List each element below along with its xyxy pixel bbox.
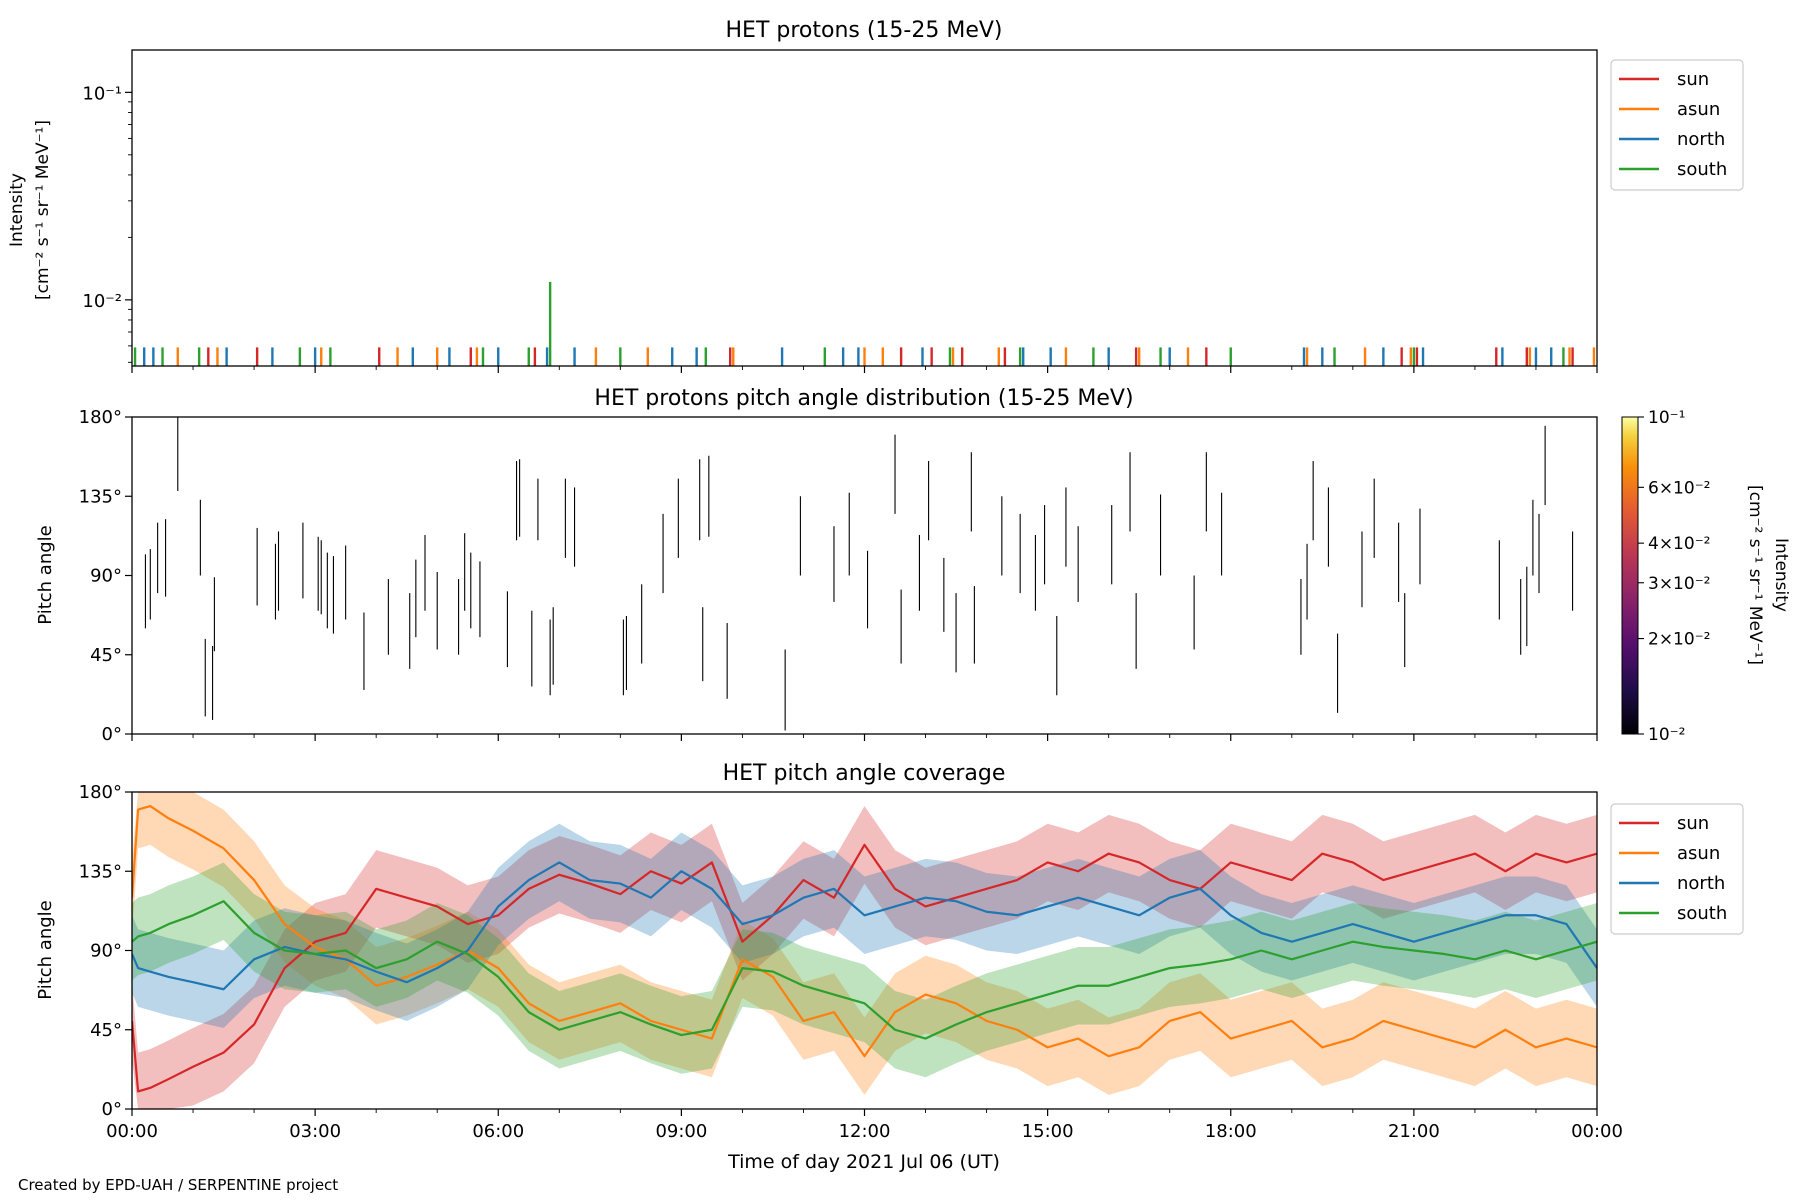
legend-label-south: south bbox=[1677, 903, 1727, 924]
panel-pad: HET protons pitch angle distribution (15… bbox=[35, 386, 1791, 745]
colorbar bbox=[1621, 416, 1639, 735]
x-tick-label: 03:00 bbox=[289, 1121, 341, 1142]
y-tick-label: 10⁻² bbox=[82, 291, 122, 312]
x-tick-label: 06:00 bbox=[472, 1121, 524, 1142]
y-tick-label: 0° bbox=[102, 1099, 122, 1120]
colorbar-tick-label: 2×10⁻² bbox=[1648, 630, 1710, 650]
y-tick-label: 10⁻¹ bbox=[82, 83, 122, 104]
legend-label-north: north bbox=[1677, 873, 1725, 894]
y-tick-label: 45° bbox=[90, 645, 122, 666]
coverage-line-south bbox=[132, 900, 1597, 1040]
legend-label-asun: asun bbox=[1677, 843, 1720, 864]
coverage-line-north bbox=[132, 861, 1597, 991]
panel-pad-title: HET protons pitch angle distribution (15… bbox=[594, 386, 1133, 411]
panel-intensity-ylabel-line1: Intensity bbox=[7, 173, 27, 247]
x-tick-label: 09:00 bbox=[655, 1121, 707, 1142]
x-tick-label: 00:00 bbox=[106, 1121, 158, 1142]
y-tick-label: 135° bbox=[79, 486, 122, 507]
legend-label-south: south bbox=[1677, 159, 1727, 180]
y-tick-label: 45° bbox=[90, 1020, 122, 1041]
panel-coverage: HET pitch angle coverage 0° 45° 90° 135° 180… bbox=[35, 761, 1744, 1142]
x-tick-label: 00:00 bbox=[1571, 1121, 1623, 1142]
panel-intensity-ylabel-line2: [cm⁻² s⁻¹ sr⁻¹ MeV⁻¹] bbox=[33, 120, 53, 300]
colorbar-tick-label: 4×10⁻² bbox=[1648, 534, 1710, 554]
x-tick-label: 21:00 bbox=[1388, 1121, 1440, 1142]
coverage-line-asun bbox=[132, 804, 1597, 1058]
coverage-line-sun bbox=[132, 843, 1597, 1093]
colorbar-label-line1: Intensity bbox=[1771, 538, 1791, 612]
legend-label-north: north bbox=[1677, 129, 1725, 150]
x-tick-label: 18:00 bbox=[1205, 1121, 1257, 1142]
panel-pad-ylabel: Pitch angle bbox=[35, 525, 56, 624]
panel-intensity-legend: sun asun north south bbox=[1610, 59, 1744, 191]
legend-label-asun: asun bbox=[1677, 99, 1720, 120]
panel-coverage-ylabel: Pitch angle bbox=[35, 900, 56, 999]
coverage-band-south bbox=[132, 862, 1597, 1078]
y-tick-label: 0° bbox=[102, 724, 122, 745]
colorbar-tick-label: 6×10⁻² bbox=[1648, 478, 1710, 498]
x-axis-label: Time of day 2021 Jul 06 (UT) bbox=[727, 1151, 1000, 1173]
panel-coverage-title: HET pitch angle coverage bbox=[723, 761, 1006, 786]
legend-label-sun: sun bbox=[1677, 813, 1709, 834]
coverage-band-north bbox=[132, 823, 1597, 1028]
panel-pad-frame bbox=[131, 416, 1598, 735]
y-tick-label: 90° bbox=[90, 566, 122, 587]
panel-intensity: HET protons (15-25 MeV) 10⁻² 10⁻¹ Intensi… bbox=[7, 18, 1744, 373]
colorbar-tick-label: 10⁻² bbox=[1648, 725, 1685, 745]
y-tick-label: 180° bbox=[79, 407, 122, 428]
colorbar-tick-label: 3×10⁻² bbox=[1648, 574, 1710, 594]
legend-label-sun: sun bbox=[1677, 69, 1709, 90]
y-tick-label: 90° bbox=[90, 941, 122, 962]
panel-intensity-frame bbox=[131, 49, 1598, 367]
panel-intensity-title: HET protons (15-25 MeV) bbox=[726, 18, 1003, 43]
coverage-band-sun bbox=[132, 806, 1597, 1109]
credit-text: Created by EPD-UAH / SERPENTINE project bbox=[18, 1176, 339, 1194]
colorbar-tick-label: 10⁻¹ bbox=[1648, 408, 1685, 428]
y-tick-label: 180° bbox=[79, 782, 122, 803]
x-tick-label: 12:00 bbox=[839, 1121, 891, 1142]
y-tick-label: 135° bbox=[79, 861, 122, 882]
coverage-band-asun bbox=[132, 792, 1597, 1095]
legend-box bbox=[1610, 59, 1744, 191]
panel-coverage-legend: sun asun north south bbox=[1610, 803, 1744, 935]
x-tick-label: 15:00 bbox=[1022, 1121, 1074, 1142]
legend-box bbox=[1610, 803, 1744, 935]
colorbar-label-line2: [cm⁻² s⁻¹ sr⁻¹ MeV⁻¹] bbox=[1745, 485, 1765, 665]
